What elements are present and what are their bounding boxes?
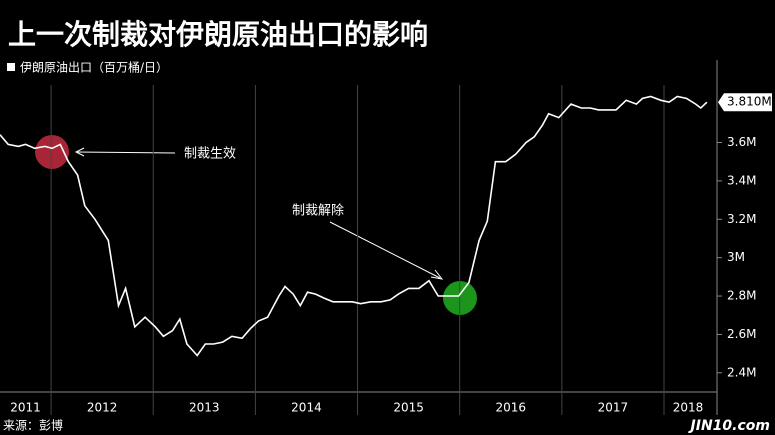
y-tick-label: 3.4M <box>727 173 756 187</box>
source: 来源：彭博 <box>3 418 63 433</box>
annotation: 制裁生效 <box>184 146 236 162</box>
arrow-head <box>430 269 444 280</box>
last-value-box <box>718 93 772 112</box>
x-tick-label: 2018 <box>673 401 704 415</box>
annotation-arrow <box>75 151 176 154</box>
x-tick-label: 2011 <box>10 401 41 415</box>
y-tick-label: 3M <box>727 250 745 264</box>
y-tick-label: 2.8M <box>727 289 756 303</box>
data-line <box>0 95 708 357</box>
annotation: 制裁解除 <box>292 203 344 219</box>
legend-swatch <box>7 63 15 71</box>
y-tick-label: 3.6M <box>727 135 756 149</box>
annotation-arrow <box>329 221 441 279</box>
last-value-label: 3.810M <box>727 95 772 109</box>
arrow-head <box>74 147 85 157</box>
x-tick-label: 2017 <box>598 401 629 415</box>
x-tick-label: 2013 <box>189 401 220 415</box>
y-tick-label: 2.6M <box>727 327 756 341</box>
x-tick-label: 2016 <box>495 401 526 415</box>
x-tick-label: 2012 <box>87 401 118 415</box>
y-tick-label: 3.2M <box>727 212 756 226</box>
y-tick-label: 2.4M <box>727 365 756 379</box>
x-tick-label: 2014 <box>291 401 322 415</box>
watermark: JIN10.com <box>688 418 770 434</box>
x-tick-label: 2015 <box>393 401 424 415</box>
chart-title: 上一次制裁对伊朗原油出口的影响 <box>8 18 428 51</box>
legend-label: 伊朗原油出口（百万桶/日） <box>20 60 168 75</box>
